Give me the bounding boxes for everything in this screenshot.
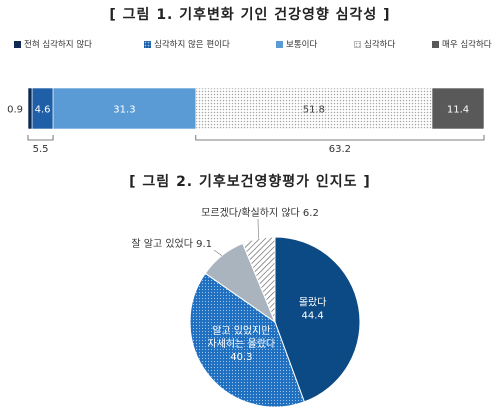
- bar-segment: [52, 87, 197, 130]
- pie-slice: [189, 272, 305, 408]
- legend-item: 전혀 심각하지 않다: [14, 38, 92, 50]
- bar-value-label: 4.6: [35, 105, 51, 116]
- legend-label: 매우 심각하다: [442, 40, 492, 50]
- figure1-title: [ 그림 1. 기후변화 기인 건강영향 심각성 ]: [109, 7, 391, 23]
- sum-high-label: 63.2: [329, 144, 351, 155]
- bar-value-label: 11.4: [447, 105, 469, 116]
- legend-item: 보통이다: [276, 38, 317, 50]
- legend-label: 심각하다: [364, 40, 396, 50]
- pie-outside-label-leader: [213, 249, 223, 256]
- legend-item: 매우 심각하다: [432, 38, 492, 50]
- pie-slice-label: 44.4: [302, 310, 324, 321]
- sum-high-bracket: [195, 135, 485, 141]
- legend-item: 심각하지 않은 편이다: [144, 38, 230, 50]
- pie-slice: [242, 236, 276, 323]
- figure1-legend: 전혀 심각하지 않다 심각하지 않은 편이다 보통이다 심각하다 매우 심각하다: [14, 38, 494, 52]
- pie-slice-label: 알고 있었지만: [212, 325, 270, 337]
- legend-swatch: [14, 40, 21, 48]
- figure1-bar-chart: 0.9 4.6 31.3 51.8 11.4 5.5 63.2: [7, 87, 485, 155]
- legend-swatch: [432, 40, 439, 48]
- pie-outside-label: 모르겠다/확실하지 않다 6.2: [201, 206, 319, 219]
- legend-label: 보통이다: [286, 40, 318, 50]
- legend-swatch: [354, 40, 361, 48]
- bar-value-label: 51.8: [303, 105, 325, 116]
- bar-segment: [195, 87, 433, 130]
- pie-outside-label-leader: [257, 218, 259, 239]
- sum-low-label: 5.5: [33, 144, 49, 155]
- bar-value-label: 0.9: [7, 105, 23, 116]
- legend-label: 심각하지 않은 편이다: [154, 40, 230, 50]
- pie-slice-label: 자세히는 몰랐다: [208, 337, 276, 350]
- pie-outside-label: 잘 알고 있었다 9.1: [131, 238, 212, 250]
- legend-swatch: [144, 40, 151, 48]
- pie-slice-label: 40.3: [230, 352, 252, 363]
- sum-low-bracket: [27, 135, 54, 141]
- legend-label: 전혀 심각하지 않다: [24, 40, 92, 50]
- pie-slice-label: 몰랐다: [299, 295, 327, 308]
- pie-slice: [274, 236, 361, 403]
- legend-swatch: [276, 40, 283, 48]
- figure2-title: [ 그림 2. 기후보건영향평가 인지도 ]: [129, 174, 371, 190]
- legend-item: 심각하다: [354, 38, 395, 50]
- bar-value-label: 31.3: [113, 105, 135, 116]
- bar-segment: [431, 87, 485, 130]
- bar-segment: [27, 87, 33, 130]
